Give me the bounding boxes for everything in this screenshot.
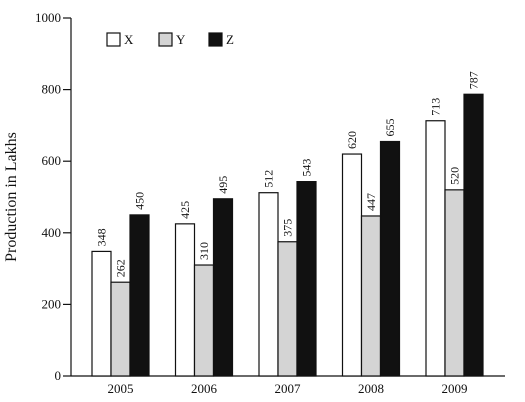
y-axis: 0 200 400 600 800 1000 [35, 10, 72, 383]
data-label: 543 [300, 159, 314, 177]
x-axis: 2005 2006 2007 2008 2009 [71, 375, 505, 396]
legend-label-z: Z [226, 32, 234, 47]
data-label: 310 [197, 242, 211, 260]
data-label: 713 [429, 98, 443, 116]
legend: X Y Z [106, 32, 234, 47]
bar-z-2005 [129, 214, 150, 377]
bar-z-2007 [296, 181, 317, 377]
y-tick-label: 600 [42, 153, 62, 168]
data-label: 425 [178, 201, 192, 219]
bar-z-2006 [212, 198, 234, 377]
bars: 348 262 450 425 310 495 512 375 543 620 447 655 713 5… [91, 71, 484, 377]
data-label: 262 [114, 259, 128, 277]
legend-label-y: Y [176, 32, 186, 47]
bar-x-2008 [341, 153, 363, 377]
data-label: 348 [95, 228, 109, 246]
data-label: 655 [383, 119, 397, 137]
data-label: 512 [262, 170, 276, 188]
bar-x-2007 [258, 192, 279, 377]
data-label: 450 [133, 192, 147, 210]
bar-x-2009 [425, 120, 446, 377]
bar-z-2008 [379, 140, 401, 377]
y-tick-label: 200 [42, 296, 62, 311]
y-axis-label: Production in Lakhs [3, 132, 20, 262]
data-label: 787 [467, 71, 481, 89]
x-tick-label: 2007 [275, 381, 302, 396]
data-label: 375 [281, 219, 295, 237]
data-label: 520 [448, 167, 462, 185]
bar-x-2006 [174, 223, 196, 377]
bar-y-2008 [360, 215, 382, 377]
bar-y-2007 [277, 241, 298, 377]
bar-z-2009 [463, 93, 484, 377]
bar-x-2005 [91, 250, 112, 377]
y-tick-label: 400 [42, 225, 62, 240]
bar-y-2005 [110, 281, 131, 377]
legend-label-x: X [124, 32, 134, 47]
y-tick-label: 0 [55, 368, 62, 383]
bar-y-2009 [444, 189, 465, 377]
legend-swatch-y [158, 32, 173, 47]
x-tick-label: 2005 [108, 381, 134, 396]
data-label: 495 [216, 176, 230, 194]
y-tick-label: 800 [42, 82, 62, 97]
bar-y-2006 [193, 264, 215, 377]
data-label: 447 [364, 193, 378, 211]
data-label: 620 [345, 131, 359, 149]
x-tick-label: 2009 [442, 381, 468, 396]
x-tick-label: 2008 [358, 381, 384, 396]
legend-swatch-x [106, 32, 121, 47]
legend-swatch-z [208, 32, 223, 47]
x-tick-label: 2006 [191, 381, 218, 396]
y-tick-label: 1000 [35, 10, 61, 25]
